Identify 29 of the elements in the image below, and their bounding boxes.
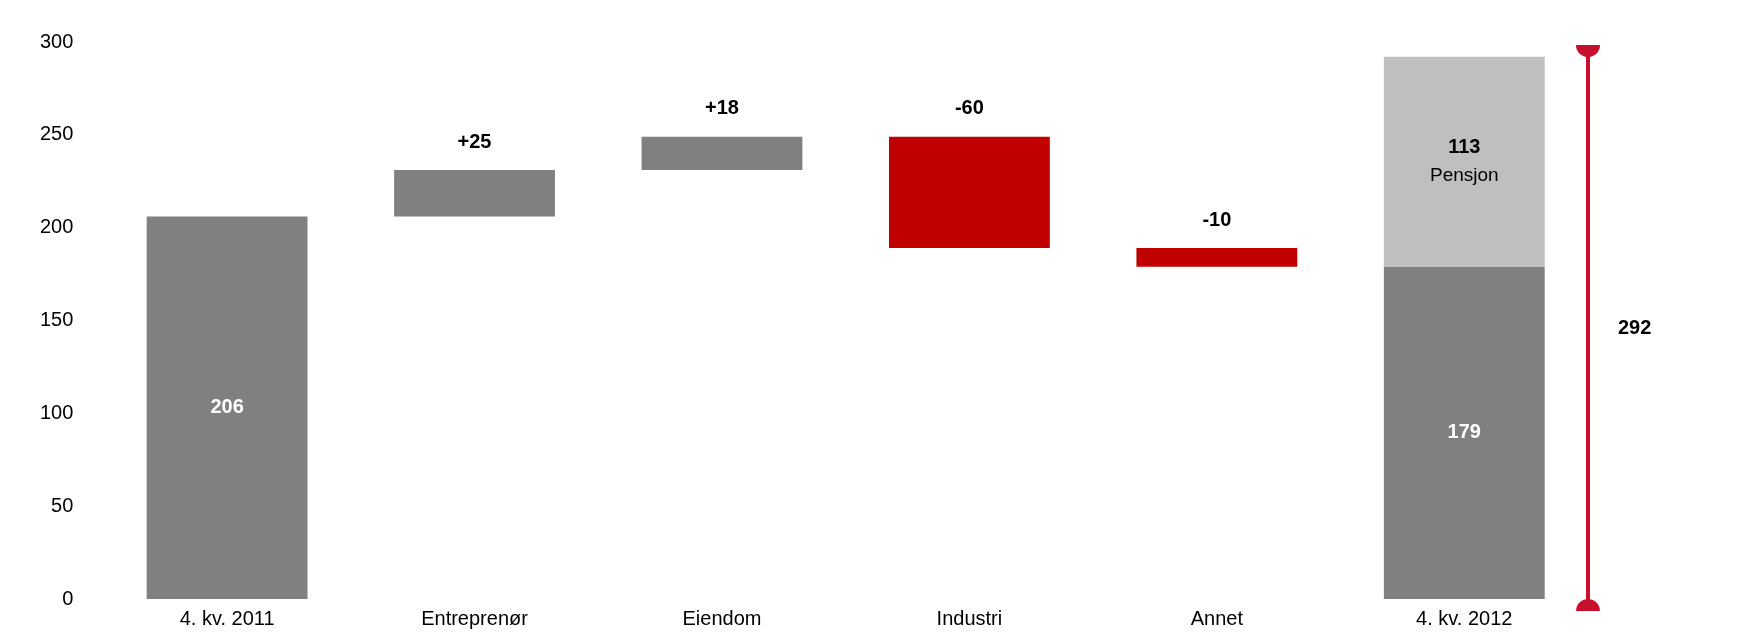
- x-tick-label: Eiendom: [682, 606, 762, 629]
- x-tick-label: Entreprenør: [421, 606, 529, 629]
- series-label: Pensjon: [1429, 163, 1499, 185]
- bar: [146, 216, 308, 599]
- data-label: +25: [457, 129, 492, 152]
- y-tick-label: 100: [39, 400, 74, 423]
- y-tick-label: 300: [39, 29, 74, 52]
- data-label: 206: [210, 395, 244, 418]
- bar: [888, 136, 1050, 249]
- y-tick-label: 250: [39, 122, 74, 145]
- data-label: -60: [954, 96, 984, 119]
- y-tick-label: 50: [51, 493, 74, 516]
- data-label: 113: [1448, 135, 1481, 158]
- x-tick-label: Industri: [936, 606, 1003, 629]
- bar: [1136, 248, 1298, 267]
- data-label: +18: [705, 96, 739, 119]
- y-tick-label: 150: [39, 308, 74, 331]
- data-label: -10: [1202, 207, 1232, 230]
- bar: [1383, 56, 1545, 267]
- text: 292: [1618, 315, 1652, 339]
- x-tick-label: 4. kv. 2012: [1416, 606, 1513, 629]
- bar: [641, 136, 803, 171]
- x-tick-label: 4. kv. 2011: [179, 606, 275, 629]
- y-tick-label: 0: [62, 586, 74, 609]
- x-tick-label: Annet: [1190, 606, 1244, 629]
- y-tick-label: 200: [39, 215, 74, 238]
- bar: [394, 170, 555, 217]
- bar: [1383, 266, 1545, 599]
- data-label: 179: [1447, 420, 1481, 443]
